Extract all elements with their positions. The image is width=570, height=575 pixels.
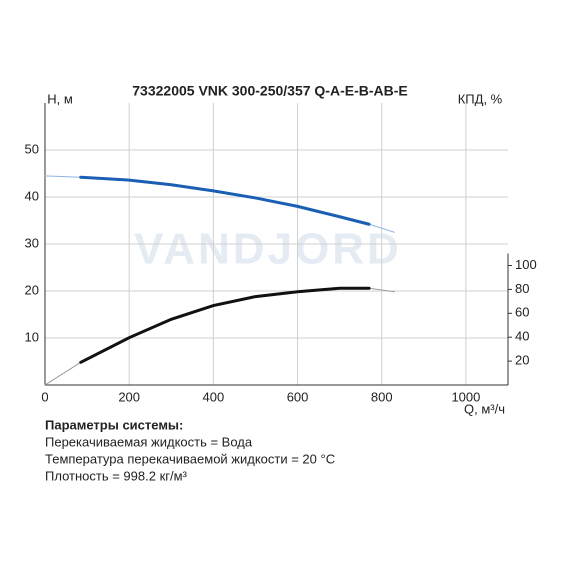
curve — [79, 175, 371, 226]
x-tick-label: 0 — [41, 389, 48, 404]
curve — [44, 287, 395, 386]
notes-line: Плотность = 998.2 кг/м³ — [45, 468, 188, 483]
y-axis-label: H, м — [47, 91, 73, 106]
y2-axis-label: КПД, % — [458, 91, 503, 106]
x-tick-label: 1000 — [451, 389, 480, 404]
x-axis-label: Q, м³/ч — [464, 401, 505, 416]
y-tick-label: 40 — [25, 188, 39, 203]
notes-line: Перекачиваемая жидкость = Вода — [45, 434, 253, 449]
notes-heading: Параметры системы: — [45, 417, 183, 432]
y-tick-label: 30 — [25, 235, 39, 250]
y2-tick-label: 100 — [515, 257, 537, 272]
y-tick-label: 20 — [25, 282, 39, 297]
y2-tick-label: 80 — [515, 281, 529, 296]
curve — [79, 286, 371, 364]
curve — [44, 175, 395, 233]
chart-title: 73322005 VNK 300-250/357 Q-A-E-B-AB-E — [132, 83, 407, 99]
x-tick-label: 200 — [118, 389, 140, 404]
x-tick-label: 600 — [287, 389, 309, 404]
y2-tick-label: 60 — [515, 305, 529, 320]
x-tick-label: 800 — [371, 389, 393, 404]
y-tick-label: 50 — [25, 141, 39, 156]
watermark: VANDJORD — [134, 225, 402, 274]
y-tick-label: 10 — [25, 329, 39, 344]
x-tick-label: 400 — [203, 389, 225, 404]
y2-tick-label: 40 — [515, 329, 529, 344]
notes-line: Температура перекачиваемой жидкости = 20… — [45, 451, 335, 466]
y2-tick-label: 20 — [515, 353, 529, 368]
